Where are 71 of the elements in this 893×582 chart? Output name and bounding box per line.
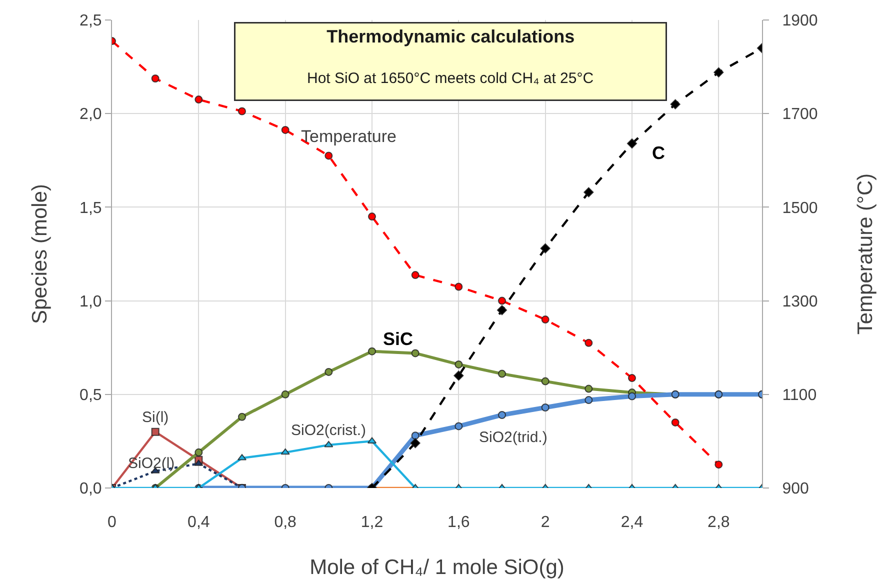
point: [454, 422, 463, 430]
point: [584, 384, 593, 393]
y-tick-label: 0,5: [80, 387, 102, 404]
x-tick-label: 0: [108, 514, 117, 531]
x-tick-label: 2: [540, 514, 550, 531]
point: [584, 396, 593, 404]
y-axis-title: Species (mole): [28, 184, 52, 324]
point: [280, 448, 290, 455]
x-tick-label: 2,4: [620, 514, 644, 531]
point: [411, 271, 420, 280]
y-tick-label: 1,5: [80, 200, 102, 217]
point: [541, 316, 550, 324]
point: [714, 460, 723, 469]
x-axis-title: Mole of CH₄/ 1 mole SiO(g): [310, 556, 564, 580]
series-label: SiC: [383, 329, 414, 349]
point: [411, 349, 420, 358]
y-tick-label: 2,5: [80, 12, 102, 30]
point: [454, 370, 464, 381]
point: [194, 448, 203, 456]
point: [628, 392, 636, 400]
y2-tick-label: 1100: [782, 387, 817, 404]
point: [454, 360, 463, 368]
point: [151, 428, 160, 436]
point: [498, 296, 506, 305]
y-tick-label: 0,0: [80, 480, 102, 498]
x-tick-label: 1,2: [360, 514, 384, 531]
point: [324, 152, 333, 160]
point: [498, 410, 506, 419]
x-tick-label: 0,8: [274, 514, 297, 531]
point: [498, 370, 506, 378]
series-label: Si(l): [142, 409, 169, 426]
point: [281, 390, 290, 398]
point: [584, 187, 594, 198]
point: [628, 374, 636, 382]
point: [541, 377, 550, 386]
point: [324, 440, 334, 448]
point: [496, 305, 508, 316]
point: [324, 368, 333, 376]
chart-title: Thermodynamic calculations: [326, 26, 575, 46]
point: [281, 126, 290, 134]
y2-tick-label: 1700: [782, 106, 818, 124]
y2-axis-title: Temperature (°C): [854, 173, 878, 335]
series-label: C: [652, 143, 665, 163]
point: [368, 212, 376, 221]
point: [584, 338, 593, 347]
series-label: SiO2(trid.): [479, 429, 548, 446]
series-label: Temperature: [301, 127, 396, 146]
point: [410, 438, 420, 448]
point: [541, 404, 550, 412]
text: Hot SiO at 1650°C meets cold CH₄ at 25°C: [307, 70, 594, 87]
y2-tick-label: 900: [782, 480, 809, 498]
x-tick-label: 0,4: [188, 514, 210, 531]
point: [671, 418, 680, 426]
series-label: SiO2(crist.): [291, 422, 366, 439]
x-tick-label: 1,6: [448, 514, 470, 531]
point: [411, 432, 420, 440]
y2-tick-label: 1300: [782, 293, 818, 310]
point: [670, 99, 680, 110]
point: [238, 412, 246, 421]
point: [454, 282, 463, 291]
point: [626, 138, 638, 149]
y2-tick-label: 1500: [782, 200, 818, 217]
point: [368, 347, 376, 356]
point: [194, 96, 203, 104]
point: [238, 107, 246, 116]
point: [540, 243, 550, 254]
y-tick-label: 1,0: [80, 293, 102, 310]
x-tick-label: 2,8: [708, 514, 730, 531]
point: [151, 74, 160, 82]
y2-tick-label: 1900: [782, 12, 818, 30]
y-tick-label: 2,0: [80, 106, 102, 124]
